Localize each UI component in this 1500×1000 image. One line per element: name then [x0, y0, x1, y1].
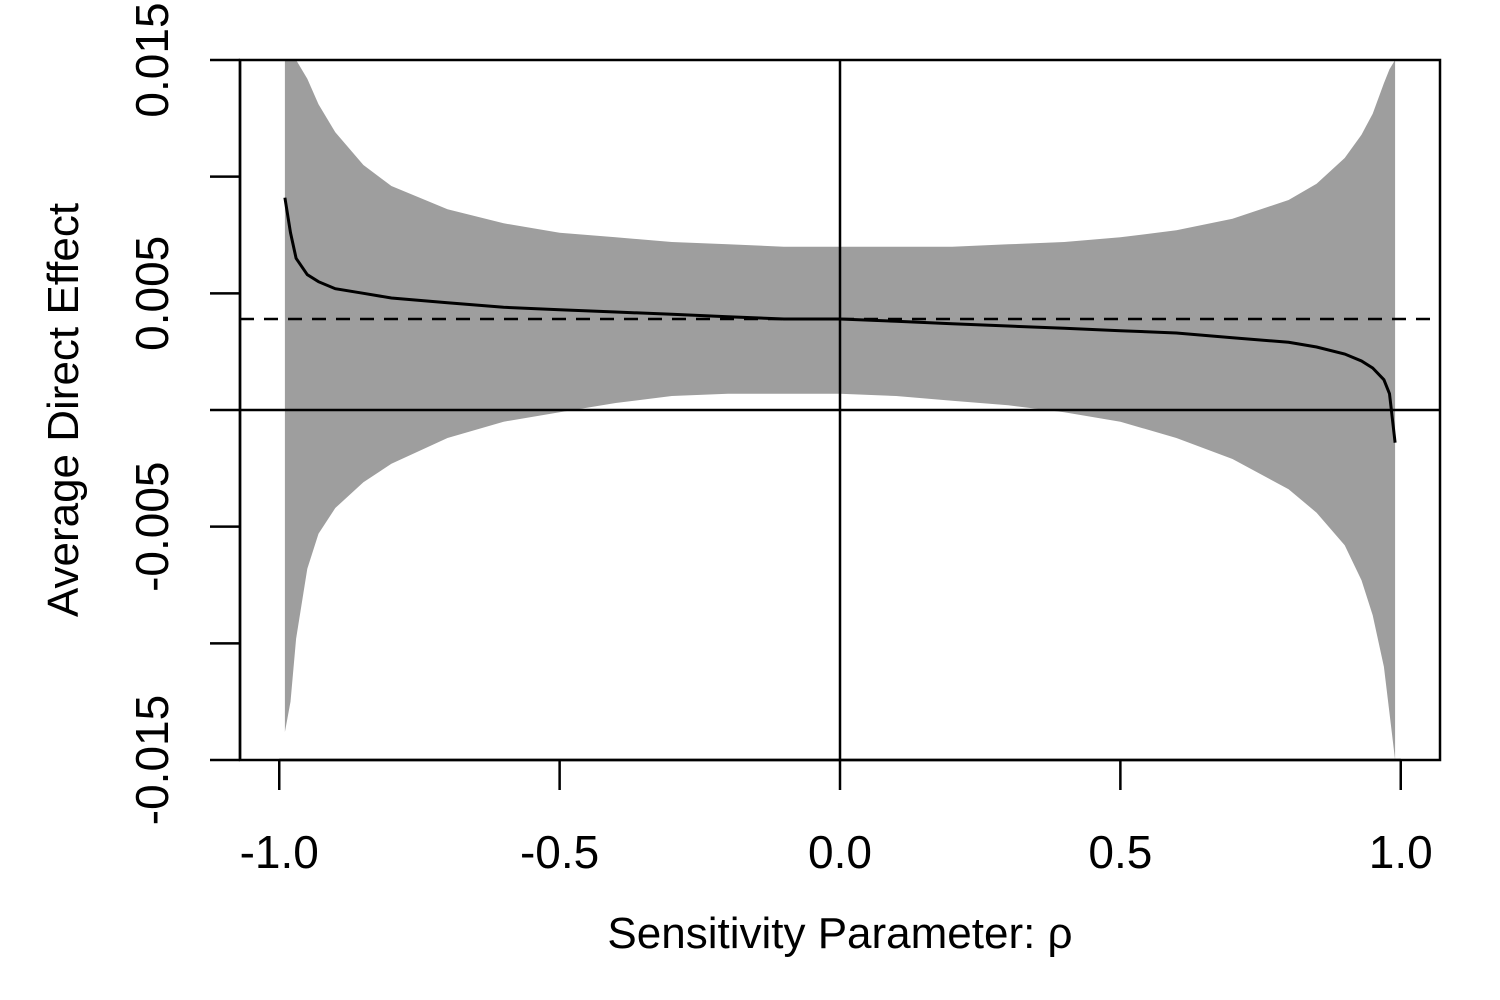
x-tick-label: 0.0 — [808, 826, 872, 878]
x-tick-label: 1.0 — [1369, 826, 1433, 878]
y-axis-title: Average Direct Effect — [39, 203, 88, 617]
y-axis: -0.015 -0.005 0.005 0.015 — [126, 2, 242, 825]
y-tick-label: -0.015 — [126, 695, 178, 825]
x-tick-label: -0.5 — [520, 826, 599, 878]
y-tick-label: -0.005 — [126, 461, 178, 591]
y-tick-label: 0.015 — [126, 2, 178, 117]
confidence-band — [284, 60, 1396, 760]
x-tick-label: -1.0 — [240, 826, 319, 878]
y-tick-label: 0.005 — [126, 236, 178, 351]
estimate-line — [283, 197, 1397, 443]
x-axis: -1.0 -0.5 0.0 0.5 1.0 — [240, 758, 1433, 878]
x-tick-label: 0.5 — [1088, 826, 1152, 878]
x-axis-title: Sensitivity Parameter: ρ — [607, 909, 1072, 958]
